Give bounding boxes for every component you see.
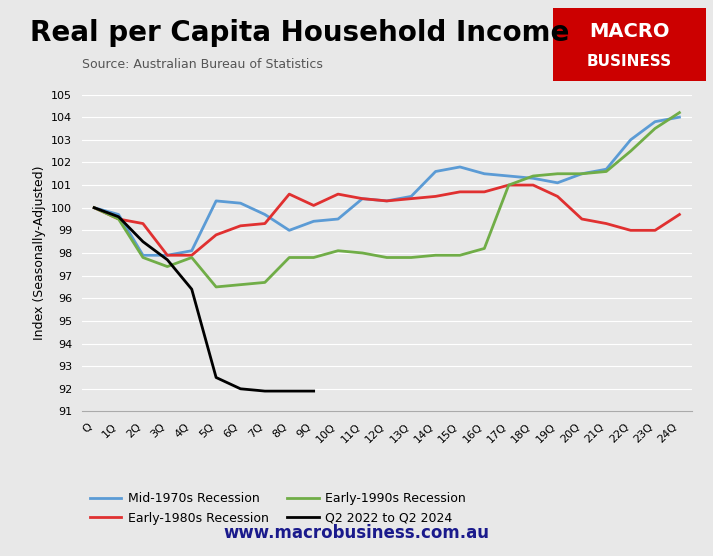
Q2 2022 to Q2 2024 [285,388,294,394]
Early-1990s Recession [675,110,684,116]
Mid-1970s Recession [358,195,366,202]
Mid-1970s Recession [212,197,220,204]
Early-1980s Recession [114,216,123,222]
Text: Source: Australian Bureau of Statistics: Source: Australian Bureau of Statistics [82,58,323,71]
Mid-1970s Recession [188,247,196,254]
Early-1980s Recession [90,205,98,211]
Early-1990s Recession [309,254,318,261]
Mid-1970s Recession [675,114,684,121]
Early-1990s Recession [553,170,562,177]
Mid-1970s Recession [138,252,148,259]
Early-1980s Recession [261,220,270,227]
Early-1980s Recession [138,220,148,227]
Early-1980s Recession [505,182,513,188]
Early-1990s Recession [90,205,98,211]
Mid-1970s Recession [602,166,610,172]
Line: Q2 2022 to Q2 2024: Q2 2022 to Q2 2024 [94,208,314,391]
Mid-1970s Recession [114,211,123,218]
Early-1990s Recession [212,284,220,290]
Early-1990s Recession [236,281,245,288]
Early-1980s Recession [431,193,440,200]
Early-1990s Recession [578,170,586,177]
Early-1980s Recession [309,202,318,209]
Q2 2022 to Q2 2024 [163,256,172,263]
Early-1980s Recession [163,252,172,259]
Early-1980s Recession [334,191,342,197]
Early-1990s Recession [163,263,172,270]
Mid-1970s Recession [505,173,513,180]
Early-1980s Recession [553,193,562,200]
Mid-1970s Recession [90,205,98,211]
Early-1980s Recession [285,191,294,197]
Mid-1970s Recession [285,227,294,234]
Early-1990s Recession [285,254,294,261]
Early-1990s Recession [382,254,391,261]
Early-1980s Recession [188,252,196,259]
Q2 2022 to Q2 2024 [90,205,98,211]
Q2 2022 to Q2 2024 [261,388,270,394]
Q2 2022 to Q2 2024 [309,388,318,394]
Mid-1970s Recession [236,200,245,206]
Early-1990s Recession [431,252,440,259]
Early-1990s Recession [602,168,610,175]
Early-1980s Recession [212,231,220,238]
Text: Real per Capita Household Income: Real per Capita Household Income [30,19,569,47]
Legend: Mid-1970s Recession, Early-1980s Recession, Early-1990s Recession, Q2 2022 to Q2: Mid-1970s Recession, Early-1980s Recessi… [85,488,471,530]
Mid-1970s Recession [163,252,172,259]
Early-1980s Recession [407,195,416,202]
Mid-1970s Recession [578,170,586,177]
Mid-1970s Recession [407,193,416,200]
Mid-1970s Recession [261,211,270,218]
Line: Early-1990s Recession: Early-1990s Recession [94,113,679,287]
Text: www.macrobusiness.com.au: www.macrobusiness.com.au [223,524,490,542]
Q2 2022 to Q2 2024 [114,214,123,220]
Early-1980s Recession [529,182,538,188]
Q2 2022 to Q2 2024 [138,239,148,245]
Early-1990s Recession [529,173,538,180]
Early-1980s Recession [480,188,488,195]
Early-1990s Recession [651,125,660,132]
Line: Early-1980s Recession: Early-1980s Recession [94,185,679,255]
Text: BUSINESS: BUSINESS [587,53,672,68]
Early-1980s Recession [602,220,610,227]
Early-1980s Recession [651,227,660,234]
Early-1990s Recession [480,245,488,252]
Early-1990s Recession [138,254,148,261]
Mid-1970s Recession [309,218,318,225]
Early-1990s Recession [114,216,123,222]
Early-1990s Recession [358,250,366,256]
Early-1990s Recession [407,254,416,261]
Early-1980s Recession [382,197,391,204]
Mid-1970s Recession [382,197,391,204]
Mid-1970s Recession [334,216,342,222]
Early-1990s Recession [334,247,342,254]
Mid-1970s Recession [456,163,464,170]
Mid-1970s Recession [627,136,635,143]
Early-1980s Recession [675,211,684,218]
Early-1980s Recession [358,195,366,202]
Early-1990s Recession [505,182,513,188]
Mid-1970s Recession [651,118,660,125]
Early-1980s Recession [456,188,464,195]
Mid-1970s Recession [431,168,440,175]
Early-1990s Recession [627,148,635,155]
Early-1980s Recession [236,222,245,229]
Y-axis label: Index (Seasonally-Adjusted): Index (Seasonally-Adjusted) [33,166,46,340]
Early-1990s Recession [261,279,270,286]
Q2 2022 to Q2 2024 [188,286,196,292]
Q2 2022 to Q2 2024 [212,374,220,381]
Early-1990s Recession [456,252,464,259]
Q2 2022 to Q2 2024 [236,385,245,392]
Mid-1970s Recession [529,175,538,182]
Early-1980s Recession [578,216,586,222]
Text: MACRO: MACRO [589,22,670,41]
Mid-1970s Recession [480,170,488,177]
Mid-1970s Recession [553,180,562,186]
Early-1980s Recession [627,227,635,234]
Early-1990s Recession [188,254,196,261]
Line: Mid-1970s Recession: Mid-1970s Recession [94,117,679,255]
